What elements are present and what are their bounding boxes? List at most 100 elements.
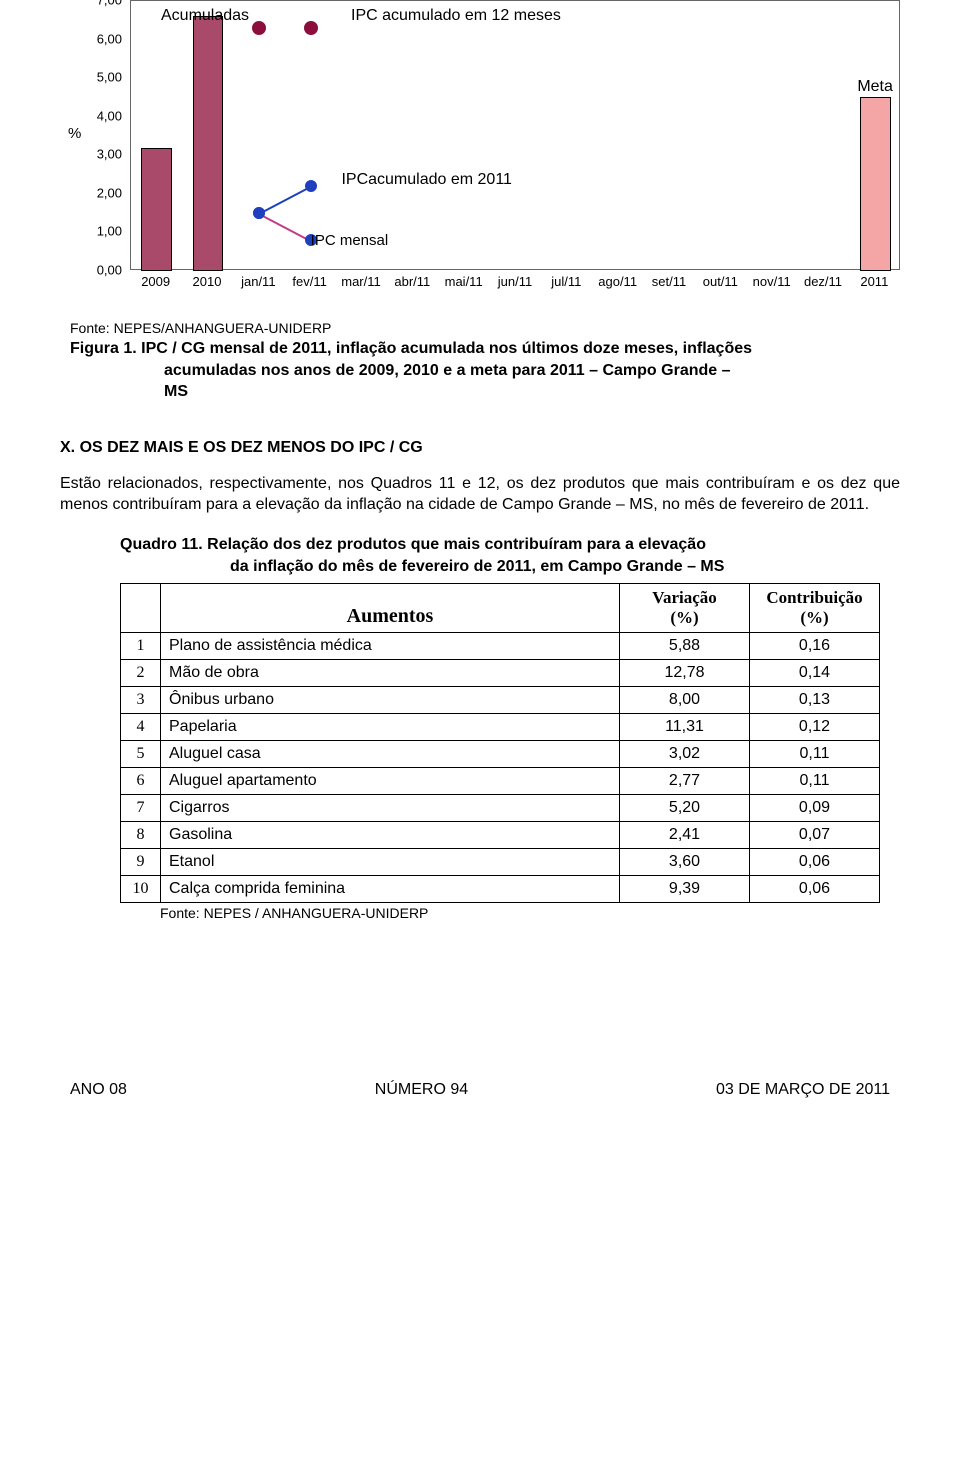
row-var: 2,77 — [620, 768, 750, 795]
pct-symbol: % — [68, 125, 81, 142]
row-index: 9 — [121, 849, 161, 876]
row-name: Mão de obra — [161, 660, 620, 687]
chart-label: IPC mensal — [311, 232, 389, 249]
row-contrib: 0,13 — [750, 687, 880, 714]
row-var: 12,78 — [620, 660, 750, 687]
col-aumentos: Aumentos — [161, 584, 620, 633]
y-tick: 7,00 — [82, 0, 122, 8]
table-row: 5Aluguel casa3,020,11 — [121, 741, 880, 768]
row-name: Aluguel apartamento — [161, 768, 620, 795]
x-tick: mar/11 — [341, 274, 381, 289]
row-index: 3 — [121, 687, 161, 714]
x-tick: set/11 — [652, 274, 686, 289]
table-row: 10Calça comprida feminina9,390,06 — [121, 876, 880, 903]
plot-area: Acumuladas IPC acumulado em 12 meses Meta I… — [130, 0, 900, 270]
row-var: 5,88 — [620, 633, 750, 660]
chart-label: IPC acumulado em 12 meses — [351, 7, 561, 25]
table-row: 8Gasolina2,410,07 — [121, 822, 880, 849]
chart-label: Meta — [857, 78, 893, 96]
series-marker — [252, 21, 266, 35]
y-tick: 2,00 — [82, 185, 122, 200]
row-name: Ônibus urbano — [161, 687, 620, 714]
bar — [193, 16, 224, 271]
row-index: 2 — [121, 660, 161, 687]
row-var: 3,60 — [620, 849, 750, 876]
row-name: Papelaria — [161, 714, 620, 741]
tbl-cap-l1: Quadro 11. Relação dos dez produtos que … — [120, 536, 706, 553]
ipc-chart: % 7,006,005,004,003,002,001,000,00 Acumu… — [60, 0, 900, 300]
row-name: Calça comprida feminina — [161, 876, 620, 903]
series-marker — [305, 180, 317, 192]
row-name: Plano de assistência médica — [161, 633, 620, 660]
figure-caption: Figura 1. IPC / CG mensal de 2011, infla… — [70, 338, 900, 403]
row-name: Aluguel casa — [161, 741, 620, 768]
fig-head: Figura 1. — [70, 340, 137, 357]
aumentos-table: Aumentos Variação (%) Contribuição (%) 1… — [120, 583, 880, 903]
chart-label: IPCacumulado em 2011 — [341, 171, 511, 189]
table-row: 3Ônibus urbano8,000,13 — [121, 687, 880, 714]
row-contrib: 0,12 — [750, 714, 880, 741]
x-tick: 2010 — [193, 274, 222, 289]
x-tick: out/11 — [703, 274, 738, 289]
row-index: 5 — [121, 741, 161, 768]
chart-source: Fonte: NEPES/ANHANGUERA-UNIDERP — [70, 320, 900, 336]
row-contrib: 0,06 — [750, 876, 880, 903]
fig-l1: IPC / CG mensal de 2011, inflação acumul… — [141, 340, 752, 357]
tbl-cap-l2: da inflação do mês de fevereiro de 2011,… — [120, 556, 900, 578]
row-name: Gasolina — [161, 822, 620, 849]
fig-l3: MS — [70, 381, 900, 403]
row-index: 8 — [121, 822, 161, 849]
row-index: 1 — [121, 633, 161, 660]
table-source: Fonte: NEPES / ANHANGUERA-UNIDERP — [160, 905, 900, 921]
table-row: 4Papelaria11,310,12 — [121, 714, 880, 741]
series-marker — [253, 207, 265, 219]
row-var: 11,31 — [620, 714, 750, 741]
table-row: 6Aluguel apartamento2,770,11 — [121, 768, 880, 795]
x-tick: jul/11 — [551, 274, 581, 289]
row-contrib: 0,07 — [750, 822, 880, 849]
footer-date: 03 DE MARÇO DE 2011 — [716, 1081, 890, 1099]
contrib-l2: (%) — [800, 608, 828, 627]
row-contrib: 0,09 — [750, 795, 880, 822]
table-row: 7Cigarros5,200,09 — [121, 795, 880, 822]
y-tick: 5,00 — [82, 70, 122, 85]
row-var: 5,20 — [620, 795, 750, 822]
row-var: 3,02 — [620, 741, 750, 768]
series-line — [259, 186, 311, 215]
series-marker — [304, 21, 318, 35]
fig-l2: acumuladas nos anos de 2009, 2010 e a me… — [70, 360, 900, 382]
x-tick: jan/11 — [241, 274, 275, 289]
x-tick: nov/11 — [753, 274, 791, 289]
row-index: 6 — [121, 768, 161, 795]
row-var: 2,41 — [620, 822, 750, 849]
row-index: 7 — [121, 795, 161, 822]
col-contrib: Contribuição (%) — [750, 584, 880, 633]
row-contrib: 0,14 — [750, 660, 880, 687]
y-tick: 6,00 — [82, 31, 122, 46]
row-var: 9,39 — [620, 876, 750, 903]
row-var: 8,00 — [620, 687, 750, 714]
footer-ano: ANO 08 — [70, 1081, 127, 1099]
x-tick: ago/11 — [598, 274, 637, 289]
y-tick: 0,00 — [82, 263, 122, 278]
col-variacao: Variação (%) — [620, 584, 750, 633]
y-tick: 3,00 — [82, 147, 122, 162]
chart-label: Acumuladas — [161, 7, 249, 25]
x-tick: jun/11 — [498, 274, 532, 289]
intro-paragraph: Estão relacionados, respectivamente, nos… — [60, 473, 900, 516]
row-contrib: 0,06 — [750, 849, 880, 876]
series-line — [259, 213, 311, 242]
page-footer: ANO 08 NÚMERO 94 03 DE MARÇO DE 2011 — [60, 1081, 900, 1099]
x-tick: 2011 — [860, 274, 888, 289]
bar — [860, 97, 891, 271]
x-tick: dez/11 — [804, 274, 842, 289]
row-index: 4 — [121, 714, 161, 741]
x-tick: mai/11 — [445, 274, 483, 289]
x-tick: fev/11 — [292, 274, 326, 289]
bar — [141, 148, 172, 271]
var-l2: (%) — [670, 608, 698, 627]
x-tick: 2009 — [141, 274, 170, 289]
footer-num: NÚMERO 94 — [375, 1081, 468, 1099]
y-tick: 1,00 — [82, 224, 122, 239]
table-row: 1Plano de assistência médica5,880,16 — [121, 633, 880, 660]
